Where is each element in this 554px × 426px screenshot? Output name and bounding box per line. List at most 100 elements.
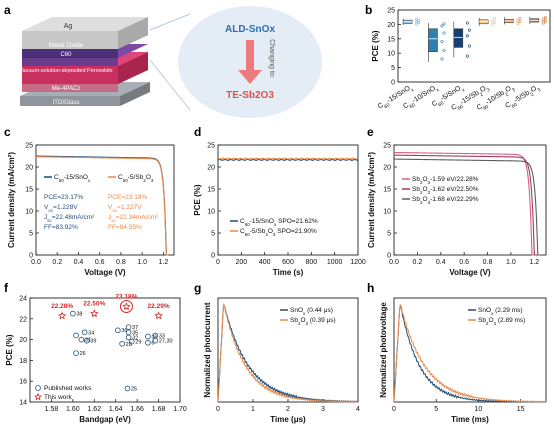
jv-curve-line <box>35 156 169 256</box>
legend-label: This work <box>44 394 73 401</box>
layer-ag-side <box>118 17 148 49</box>
bubble-text-bottom: TE-Sb2O3 <box>226 90 274 101</box>
y-tick-label: 0 <box>211 253 215 260</box>
x-tick-label: 1.66 <box>130 406 144 413</box>
x-tick-label: 0.4 <box>436 259 446 266</box>
layer-ag-top <box>22 17 148 31</box>
published-work-label: 25 <box>131 386 137 392</box>
published-work-point <box>124 385 131 392</box>
bubble-arrow-head <box>238 70 262 84</box>
published-work-label: 6 <box>151 341 154 347</box>
layer-perovskite-front <box>22 66 118 84</box>
this-work-star <box>90 309 99 318</box>
layer-label-oxide: Metal Oxide <box>49 42 84 49</box>
published-work-point <box>81 329 88 336</box>
box-data-point <box>442 22 446 26</box>
bubble-text-top: ALD-SnOx <box>225 24 275 35</box>
x-tick-label: 1.2 <box>159 259 169 266</box>
published-work-point <box>152 332 159 339</box>
jv-curve-line <box>393 154 537 256</box>
spo-trace-line <box>217 157 359 160</box>
y-tick-label: 20 <box>207 165 215 172</box>
y-axis-label: PCE (%) <box>5 334 14 365</box>
y-tick-label: 18 <box>19 358 27 365</box>
published-work-point <box>83 337 90 344</box>
legend-label: C60-15/SnOx <box>54 174 91 183</box>
box-iqr <box>453 28 464 48</box>
highlight-ring <box>119 300 133 314</box>
published-work-point <box>70 310 76 317</box>
parameter-text: Voc=1.228V <box>44 204 78 213</box>
y-axis-label: Normalized photovoltage <box>379 302 388 398</box>
legend-label: C60-5/Sb2O3 <box>118 174 154 183</box>
box-data-point <box>440 24 444 28</box>
bubble-text-mid: Changing to <box>268 39 275 77</box>
x-axis-label: Voltage (V) <box>84 268 126 277</box>
box-data-point <box>415 17 419 21</box>
this-work-star <box>122 302 131 311</box>
y-tick-label: 0 <box>387 253 391 260</box>
legend-star <box>33 392 43 401</box>
x-tick-label: 200 <box>235 259 247 266</box>
published-work-label: 35 <box>132 330 138 336</box>
y-tick-label: 5 <box>211 231 215 238</box>
bubble-connector-top <box>149 13 191 31</box>
y-tick-label: 20 <box>25 165 33 172</box>
x-tick-label: 800 <box>305 259 317 266</box>
published-work-label: 27,30 <box>159 339 173 345</box>
this-work-label: 22.28% <box>51 303 73 310</box>
layer-oxide-front <box>22 49 118 58</box>
plot-frame <box>397 9 551 83</box>
x-tick-label: 400 <box>259 259 271 266</box>
category-label: C60-15/Sb2O3 <box>450 84 491 114</box>
box-data-point <box>493 21 497 25</box>
y-tick-label: 0 <box>29 253 33 260</box>
published-work-point <box>125 334 132 341</box>
layer-perovskite-side <box>118 52 148 84</box>
y-tick-label: 15 <box>383 187 391 194</box>
x-tick-label: 1.0 <box>137 259 147 266</box>
x-axis-label: Voltage (V) <box>449 268 491 277</box>
legend-label: SnOx (2.29 ms) <box>478 307 523 316</box>
published-work-label: 28 <box>126 342 132 348</box>
legend-label: Sb2O3-1.59 eV/22.28% <box>412 176 479 185</box>
x-tick-label: 0.4 <box>74 259 84 266</box>
panel-letter-a: a <box>4 3 11 17</box>
layer-label-me4pacz: Me-4PACz <box>52 86 81 92</box>
x-tick-label: 1.62 <box>87 406 101 413</box>
y-tick-label: 5 <box>387 231 391 238</box>
x-tick-label: 0.6 <box>95 259 105 266</box>
parameter-text: Voc=1.227V <box>108 204 142 213</box>
x-axis-label: Time (μs) <box>270 415 306 424</box>
box-data-point <box>467 44 471 48</box>
jv-curve-line <box>393 158 541 256</box>
x-tick-label: 3 <box>321 406 325 413</box>
published-work-label: 36 <box>121 328 127 334</box>
x-axis-label: Time (ms) <box>451 415 489 424</box>
panel-letter-e: e <box>367 125 374 139</box>
y-tick-label: 15 <box>25 187 33 194</box>
y-tick-label: 16 <box>19 379 27 386</box>
published-work-point <box>119 340 125 347</box>
published-work-point <box>115 327 121 334</box>
parameter-text: FF=83.92% <box>44 224 78 231</box>
box-data-point <box>442 31 446 35</box>
x-tick-label: 0 <box>216 406 220 413</box>
this-work-label: 23.18% <box>115 294 137 301</box>
box-data-point <box>541 18 545 22</box>
decay-trace-line <box>217 303 359 403</box>
published-work-point <box>145 339 151 346</box>
panel-e-jv-bandgap-chart: 0.0 0.2 0.4 0.6 0.8 1.0 1.2 0 5 10 15 20 25 Voltage (… <box>367 143 547 277</box>
jv-curve-line <box>35 155 169 256</box>
x-tick-label: 1.70 <box>173 406 187 413</box>
x-tick-label: 1.0 <box>506 259 516 266</box>
y-tick-label: 22 <box>19 316 27 323</box>
y-tick-label: 25 <box>387 8 395 15</box>
panel-c-jv-chart: 0.0 0.2 0.4 0.6 0.8 1.0 1.2 0 5 10 15 20 25 Voltage (… <box>7 143 175 277</box>
panel-letter-h: h <box>367 281 374 295</box>
x-tick-label: 600 <box>282 259 294 266</box>
x-tick-label: 0 <box>216 259 220 266</box>
published-work-label: 32 <box>132 336 138 342</box>
published-work-point <box>152 337 159 344</box>
